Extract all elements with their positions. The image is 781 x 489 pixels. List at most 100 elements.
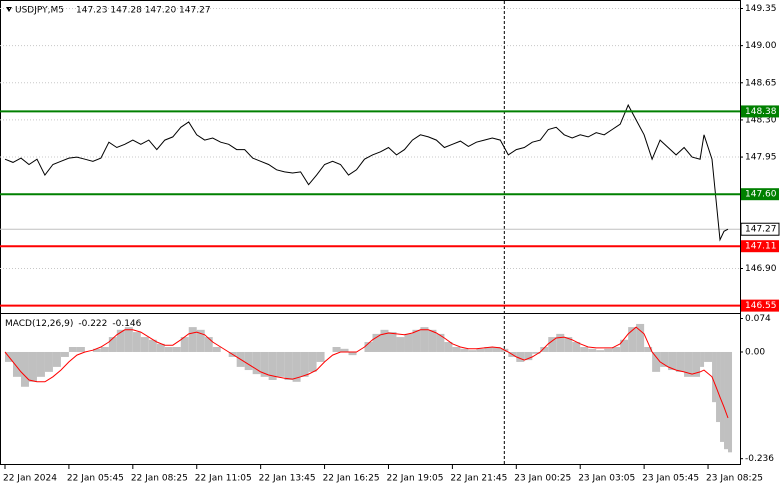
histogram-bar: [68, 347, 77, 352]
histogram-bar: [292, 351, 301, 382]
histogram-bar: [148, 339, 157, 352]
histogram-bar: [12, 351, 21, 377]
histogram-bar: [564, 337, 573, 352]
plot-frame: [0, 0, 741, 465]
histogram-bar: [388, 332, 397, 352]
histogram-bar: [620, 339, 629, 352]
histogram-bar: [444, 342, 453, 352]
histogram-bar: [572, 342, 581, 352]
histogram-bar: [612, 347, 621, 352]
histogram-bar: [204, 337, 213, 352]
histogram-bar: [172, 347, 181, 352]
x-tick-label: 22 Jan 08:25: [131, 474, 188, 484]
histogram-bar: [156, 343, 165, 352]
histogram-bar: [348, 351, 357, 356]
histogram-bar: [644, 347, 653, 352]
histogram-bar: [628, 327, 637, 352]
x-tick-label: 22 Jan 05:45: [67, 474, 124, 484]
histogram-bar: [548, 337, 557, 352]
histogram-bar: [532, 351, 541, 354]
histogram-bar: [728, 351, 733, 453]
histogram-bar: [724, 351, 729, 450]
histogram-bar: [460, 348, 469, 352]
histogram-bar: [476, 348, 485, 352]
level-label-box: [741, 105, 779, 118]
histogram-bar: [212, 347, 221, 352]
histogram-bar: [332, 347, 341, 352]
price-label-box: [740, 222, 780, 236]
y-tick-label: -0.236: [745, 454, 774, 464]
histogram-bar: [268, 351, 277, 381]
level-label-box: [741, 240, 779, 253]
histogram-bar: [396, 337, 405, 352]
histogram-bar: [364, 342, 373, 352]
histogram-bar: [60, 351, 69, 357]
y-tick-label: 148.30: [745, 115, 777, 125]
histogram-bar: [588, 348, 597, 352]
histogram-bar: [712, 351, 717, 403]
histogram-bar: [660, 351, 669, 367]
macd-title: MACD(12,26,9): [5, 319, 73, 329]
histogram-bar: [492, 347, 501, 352]
quote: 147.23 147.28 147.20 147.27: [76, 6, 211, 16]
y-tick-label: 0.074: [745, 314, 771, 324]
histogram-bar: [244, 351, 253, 371]
x-tick-label: 23 Jan 05:45: [642, 474, 699, 484]
histogram-bar: [412, 329, 421, 352]
histogram-bar: [276, 351, 285, 377]
histogram-bar: [720, 351, 725, 442]
histogram-bar: [116, 329, 125, 352]
macd-value: -0.222: [78, 319, 107, 329]
histogram-bar: [404, 333, 413, 352]
y-tick-label: 149.00: [745, 41, 777, 51]
histogram-bar: [28, 351, 37, 382]
histogram-bar: [652, 351, 661, 372]
x-tick-label: 23 Jan 08:25: [706, 474, 763, 484]
histogram-bar: [524, 351, 533, 361]
y-tick-label: 149.35: [745, 4, 777, 14]
histogram-bar: [516, 351, 525, 362]
x-tick-label: 23 Jan 03:05: [578, 474, 635, 484]
histogram-bar: [704, 351, 713, 362]
level-label-box: [741, 299, 779, 312]
histogram-bar: [468, 350, 477, 352]
macd-legend: MACD(12,26,9) -0.222 -0.146: [5, 319, 142, 329]
histogram-bar: [196, 329, 205, 352]
y-tick-label: 147.95: [745, 153, 777, 163]
histogram-bar: [164, 347, 173, 352]
histogram-bar: [556, 333, 565, 352]
x-tick-label: 22 Jan 19:05: [386, 474, 443, 484]
histogram-bar: [92, 348, 101, 352]
histogram-bar: [132, 332, 141, 352]
histogram-bar: [308, 351, 317, 372]
histogram-bar: [684, 351, 693, 377]
histogram-bar: [692, 351, 701, 377]
level-label: 148.38: [745, 107, 777, 117]
y-tick-label: 146.90: [745, 264, 777, 274]
level-label-box: [741, 188, 779, 201]
histogram-bar: [124, 327, 133, 352]
histogram-bar: [284, 351, 293, 381]
x-tick-label: 22 Jan 16:25: [323, 474, 380, 484]
histogram-bar: [108, 337, 117, 352]
histogram-bar: [436, 333, 445, 352]
histogram-bar: [316, 351, 325, 362]
y-tick-label: 0.00: [745, 347, 765, 357]
histogram-bar: [180, 337, 189, 352]
level-label: 147.60: [745, 190, 777, 200]
level-label: 147.11: [745, 242, 777, 252]
x-tick-label: 22 Jan 21:45: [450, 474, 507, 484]
histogram-bar: [676, 351, 685, 372]
x-tick-label: 22 Jan 2024: [3, 474, 57, 484]
symbol: USDJPY,M5: [15, 6, 64, 16]
price-line-series: [4, 103, 729, 242]
histogram-bar: [44, 351, 53, 372]
level-label: 146.55: [745, 301, 777, 311]
histogram-bar: [76, 347, 85, 352]
histogram-bar: [420, 327, 429, 352]
histogram-bar: [452, 347, 461, 352]
histogram-bar: [700, 351, 705, 367]
histogram-bar: [596, 350, 605, 352]
histogram-bar: [36, 351, 45, 377]
